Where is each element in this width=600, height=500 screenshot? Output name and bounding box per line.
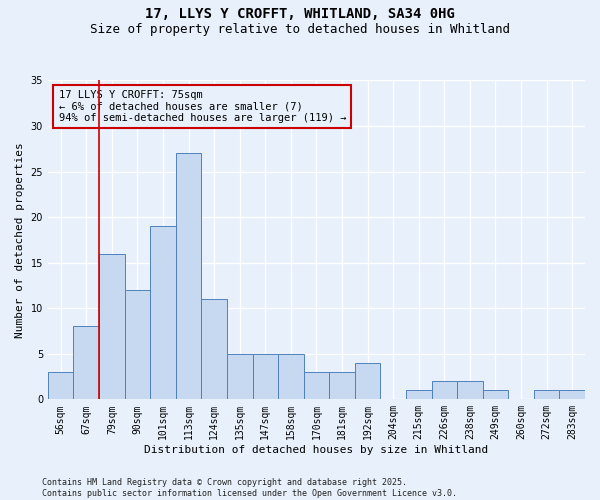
Bar (355, 363, 380, 400)
Text: 17, LLYS Y CROFFT, WHITLAND, SA34 0HG: 17, LLYS Y CROFFT, WHITLAND, SA34 0HG (145, 8, 455, 22)
Bar (329, 372, 355, 400)
Bar (406, 390, 431, 400)
Bar (202, 299, 227, 400)
Bar (125, 290, 150, 400)
Bar (253, 354, 278, 400)
Bar (150, 226, 176, 400)
Bar (304, 372, 329, 400)
Bar (99, 254, 125, 400)
Bar (482, 390, 508, 400)
Bar (176, 154, 202, 400)
Bar (73, 326, 99, 400)
Text: Size of property relative to detached houses in Whitland: Size of property relative to detached ho… (90, 22, 510, 36)
Bar (48, 372, 73, 400)
Text: Contains HM Land Registry data © Crown copyright and database right 2025.
Contai: Contains HM Land Registry data © Crown c… (42, 478, 457, 498)
X-axis label: Distribution of detached houses by size in Whitland: Distribution of detached houses by size … (145, 445, 488, 455)
Bar (227, 354, 253, 400)
Bar (431, 381, 457, 400)
Bar (559, 390, 585, 400)
Text: 17 LLYS Y CROFFT: 75sqm
← 6% of detached houses are smaller (7)
94% of semi-deta: 17 LLYS Y CROFFT: 75sqm ← 6% of detached… (59, 90, 346, 124)
Y-axis label: Number of detached properties: Number of detached properties (15, 142, 25, 338)
Bar (457, 381, 482, 400)
Bar (278, 354, 304, 400)
Bar (534, 390, 559, 400)
